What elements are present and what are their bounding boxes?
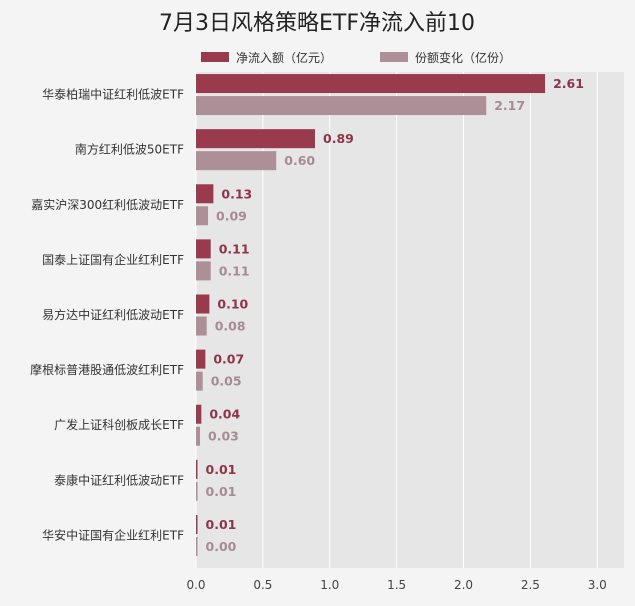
category-label: 华安中证国有企业红利ETF — [42, 527, 184, 542]
data-label-net-inflow: 0.11 — [219, 241, 250, 256]
legend-swatch-net-inflow — [201, 52, 229, 62]
x-tick-label: 0.0 — [186, 578, 205, 592]
data-label-net-inflow: 0.07 — [213, 352, 244, 367]
x-tick-label: 1.0 — [320, 578, 339, 592]
bar-share-change — [196, 206, 209, 226]
category-label: 泰康中证红利低波动ETF — [54, 472, 184, 487]
x-axis-ticks: 0.0 0.5 1.0 1.5 2.0 2.5 3.0 — [186, 578, 606, 592]
data-label-share-change: 0.03 — [208, 429, 239, 444]
category-label: 嘉实沪深300红利低波动ETF — [31, 197, 184, 212]
legend-label-share-change: 份额变化（亿份） — [415, 50, 511, 65]
category-label: 摩根标普港股通低波红利ETF — [30, 362, 184, 377]
legend-swatch-share-change — [380, 52, 408, 62]
bar-net-inflow — [196, 74, 546, 94]
bar-net-inflow — [196, 129, 316, 149]
data-label-net-inflow: 0.89 — [323, 131, 354, 146]
category-label: 易方达中证红利低波动ETF — [42, 307, 184, 322]
data-label-net-inflow: 0.01 — [206, 462, 237, 477]
bar-net-inflow — [196, 239, 211, 259]
bar-net-inflow — [196, 404, 202, 424]
category-label: 南方红利低波50ETF — [75, 142, 184, 157]
category-label: 国泰上证国有企业红利ETF — [42, 252, 184, 267]
data-label-share-change: 0.00 — [206, 539, 237, 554]
x-tick-label: 1.5 — [387, 578, 406, 592]
bar-share-change — [196, 536, 198, 556]
category-labels: 华泰柏瑞中证红利低波ETF 南方红利低波50ETF 嘉实沪深300红利低波动ETF 国… — [30, 87, 184, 543]
bar-net-inflow — [196, 349, 206, 369]
bar-share-change — [196, 261, 211, 281]
data-label-share-change: 0.01 — [206, 484, 237, 499]
bar-share-change — [196, 316, 207, 336]
x-tick-label: 2.5 — [521, 578, 540, 592]
legend: 净流入额（亿元） 份额变化（亿份） — [201, 50, 511, 65]
bar-share-change — [196, 151, 277, 171]
bar-share-change — [196, 426, 201, 446]
bar-net-inflow — [196, 459, 198, 479]
category-label: 广发上证科创板成长ETF — [54, 417, 184, 432]
bar-net-inflow — [196, 514, 198, 534]
x-tick-label: 2.0 — [454, 578, 473, 592]
bar-net-inflow — [196, 294, 210, 314]
bar-share-change — [196, 481, 198, 501]
data-label-net-inflow: 2.61 — [553, 76, 584, 91]
bar-share-change — [196, 96, 487, 116]
data-label-net-inflow: 0.01 — [206, 517, 237, 532]
category-label: 华泰柏瑞中证红利低波ETF — [42, 87, 184, 102]
x-tick-label: 3.0 — [588, 578, 607, 592]
data-label-share-change: 0.05 — [211, 374, 242, 389]
data-label-share-change: 0.08 — [215, 319, 246, 334]
bar-net-inflow — [196, 184, 214, 204]
chart-title: 7月3日风格策略ETF净流入前10 — [159, 11, 475, 36]
data-label-share-change: 0.09 — [216, 208, 247, 223]
data-label-net-inflow: 0.10 — [217, 297, 248, 312]
x-tick-label: 0.5 — [253, 578, 272, 592]
data-label-share-change: 2.17 — [494, 98, 525, 113]
data-label-share-change: 0.60 — [284, 153, 315, 168]
data-label-net-inflow: 0.04 — [209, 407, 240, 422]
bar-share-change — [196, 371, 203, 391]
legend-label-net-inflow: 净流入额（亿元） — [236, 50, 332, 65]
data-label-net-inflow: 0.13 — [221, 186, 252, 201]
data-label-share-change: 0.11 — [219, 263, 250, 278]
bars: 2.61 2.17 0.89 0.60 0.13 0.09 0.11 0.11 0.10 0.08… — [196, 74, 584, 556]
